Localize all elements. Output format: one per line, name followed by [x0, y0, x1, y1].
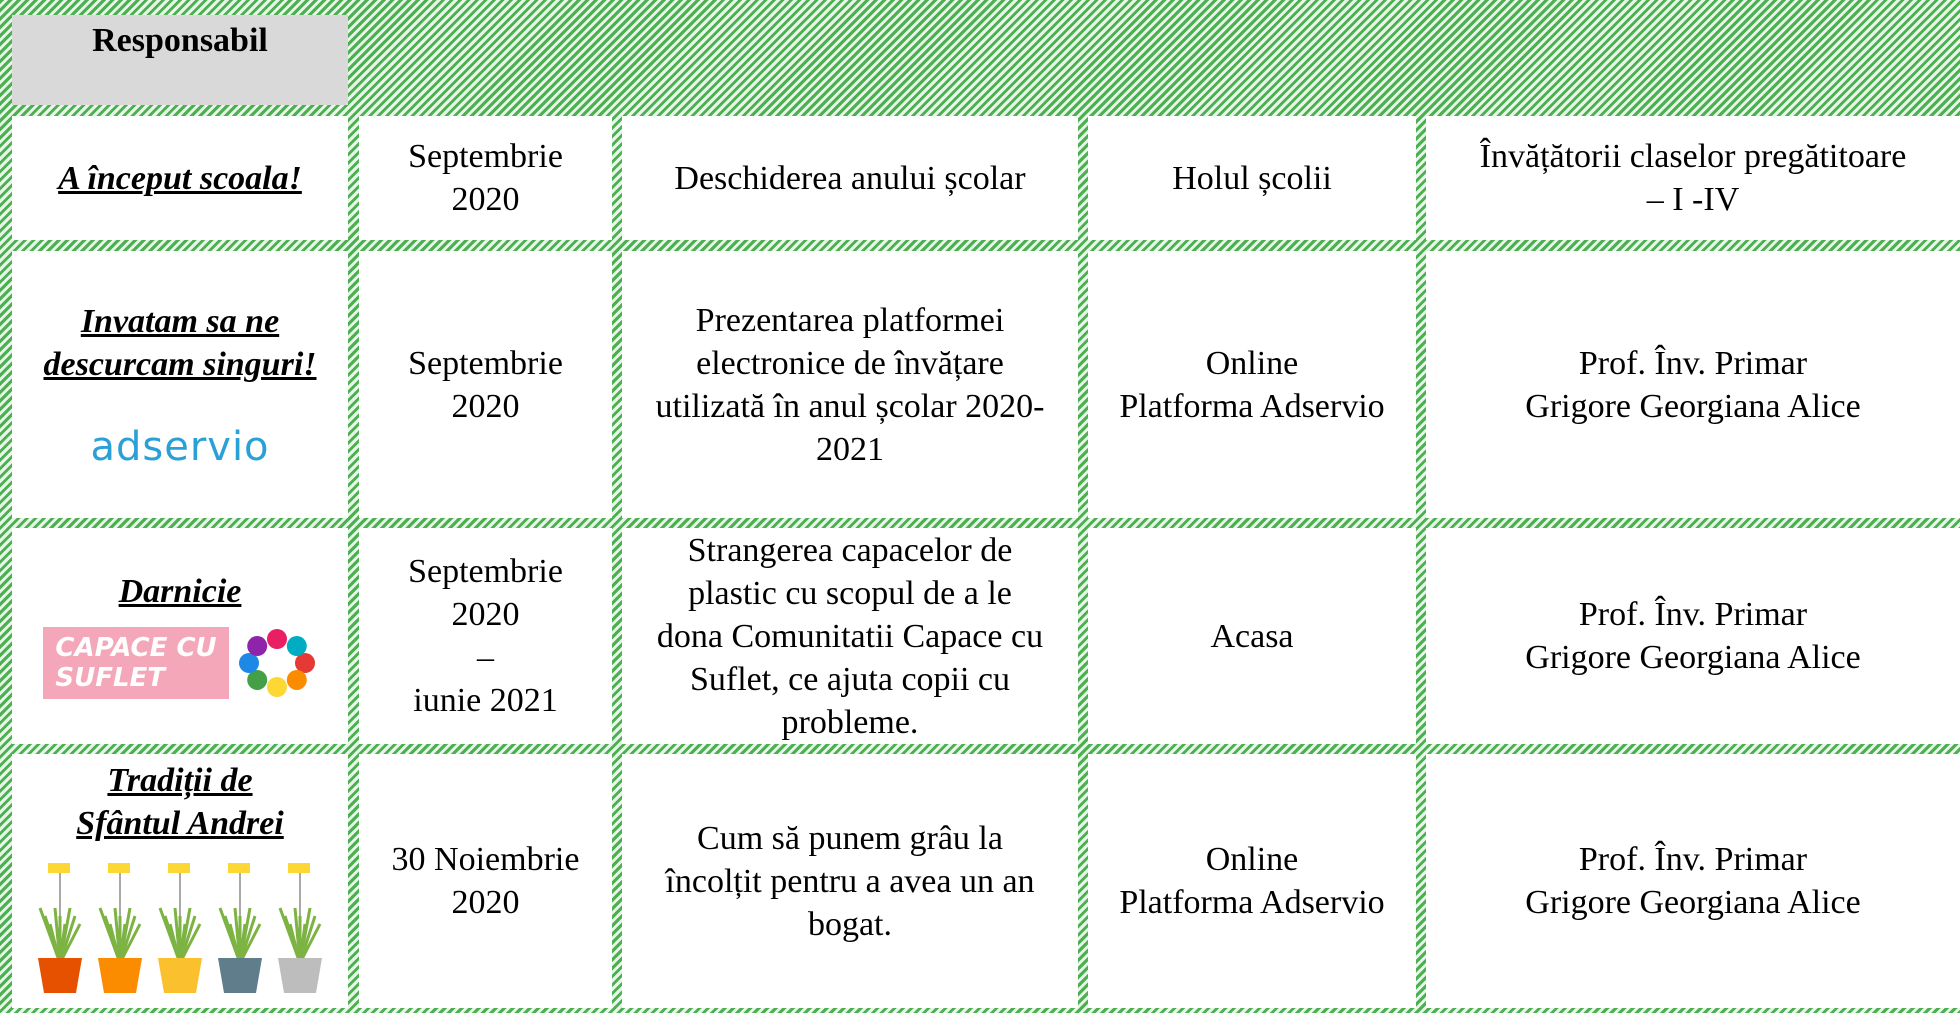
activity-cell: A început scoala!: [12, 116, 348, 240]
header-cell: Responsabil: [12, 15, 348, 105]
heart-icon: [238, 628, 315, 697]
table-cell: Online Platforma Adservio: [1088, 251, 1416, 518]
logo-text: CAPACE CU SUFLET: [43, 626, 229, 699]
table-cell: Prof. Înv. Primar Grigore Georgiana Alic…: [1426, 528, 1960, 744]
table-cell: Septembrie 2020: [359, 116, 612, 240]
table-cell: Holul școlii: [1088, 116, 1416, 240]
table-cell: Învățătorii claselor pregătitoare – I -I…: [1426, 116, 1960, 240]
activity-title: A început scoala!: [58, 159, 302, 197]
activity-title: Darnicie: [118, 572, 242, 610]
table-cell: Strangerea capacelor de plastic cu scopu…: [622, 528, 1078, 744]
table-cell: Acasa: [1088, 528, 1416, 744]
table-cell: Online Platforma Adservio: [1088, 754, 1416, 1008]
activity-cell: Darnicie CAPACE CU SUFLET: [12, 528, 348, 744]
logo-adservio: adservio: [90, 424, 270, 470]
table-cell: Septembrie 2020: [359, 251, 612, 518]
table-cell: Septembrie 2020 – iunie 2021: [359, 528, 612, 744]
table-cell: Prof. Înv. Primar Grigore Georgiana Alic…: [1426, 251, 1960, 518]
logo-capace: CAPACE CU SUFLET: [43, 623, 316, 703]
activity-title: Tradiții de Sfântul Andrei: [76, 762, 284, 842]
table-cell: Prof. Înv. Primar Grigore Georgiana Alic…: [1426, 754, 1960, 1008]
plants-image: [38, 863, 322, 993]
activity-title: Invatam sa ne descurcam singuri!: [43, 303, 317, 383]
table-cell: 30 Noiembrie 2020: [359, 754, 612, 1008]
table-cell: Prezentarea platformei electronice de în…: [622, 251, 1078, 518]
activity-cell: Tradiții de Sfântul Andrei: [12, 754, 348, 1008]
activity-cell: Invatam sa ne descurcam singuri! adservio: [12, 251, 348, 518]
table-cell: Deschiderea anului școlar: [622, 116, 1078, 240]
table-cell: Cum să punem grâu la încolțit pentru a a…: [622, 754, 1078, 1008]
